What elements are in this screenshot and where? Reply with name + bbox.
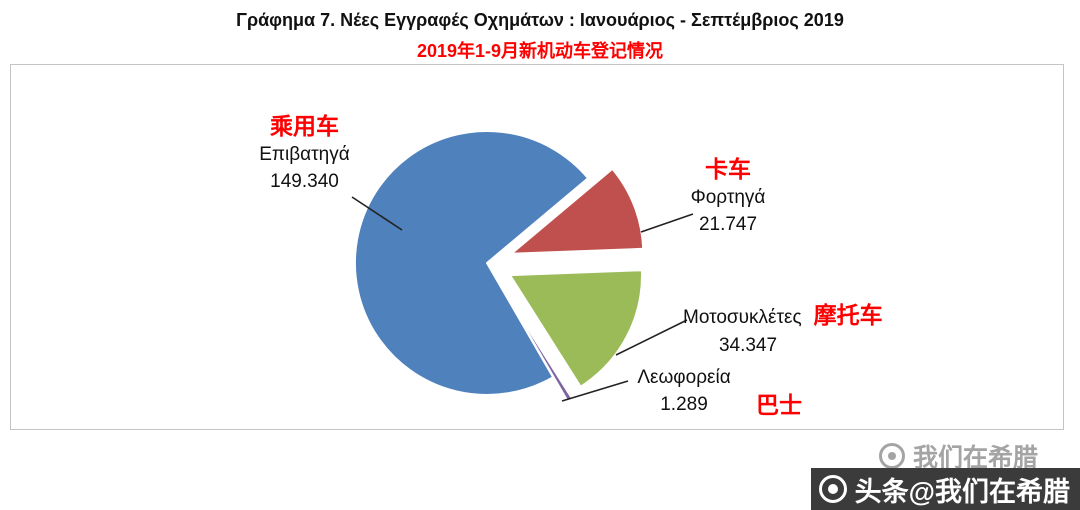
label-motorcycle-el: Μοτοσυκλέτες [683, 307, 802, 328]
label-bus: Λεωφορεία 1.289 [625, 364, 743, 418]
label-passenger-el: Επιβατηγά [259, 144, 350, 165]
label-motorcycle: Μοτοσυκλέτες 摩托车 34.347 [683, 302, 883, 359]
label-truck: 卡车 Φορτηγά 21.747 [668, 154, 788, 238]
watermark-faint: 我们在希腊 [878, 438, 1038, 474]
camera-icon [878, 443, 905, 469]
label-passenger: 乘用车 Επιβατηγά 149.340 [237, 111, 372, 195]
leader-lines [351, 196, 694, 402]
label-motorcycle-zh: 摩托车 [813, 302, 883, 328]
toutiao-logo-icon [818, 475, 847, 503]
label-passenger-value: 149.340 [270, 171, 339, 192]
watermark-banner-text: 头条@我们在希腊 [854, 476, 1070, 507]
chart-title: Γράφημα 7. Νέες Εγγραφές Οχημάτων : Ιανο… [236, 10, 844, 30]
leader-line-motorcycle [615, 319, 688, 356]
label-truck-zh: 卡车 [705, 156, 751, 182]
label-passenger-zh: 乘用车 [270, 113, 339, 139]
leader-line-truck [640, 213, 694, 233]
chart-subtitle: 2019年1-9月新机动车登记情况 [416, 41, 664, 61]
pie-slices [353, 129, 645, 403]
label-bus-zh: 巴士 [756, 392, 802, 418]
label-motorcycle-value: 34.347 [718, 335, 778, 356]
pie-slice-Μοτοσυκλέτες [509, 269, 643, 388]
label-truck-value: 21.747 [698, 214, 758, 235]
leader-line-passenger [351, 196, 403, 231]
watermark-banner: 头条@我们在希腊 [810, 468, 1080, 510]
pie-slice-Επιβατηγά [353, 129, 590, 396]
pie-slice-Φορτηγά [510, 167, 645, 255]
label-bus-el: Λεωφορεία [637, 367, 731, 388]
label-bus-value: 1.289 [660, 394, 708, 415]
watermark-faint-text: 我们在希腊 [912, 444, 1038, 472]
label-truck-el: Φορτηγά [690, 187, 766, 208]
leader-line-bus [561, 380, 629, 402]
